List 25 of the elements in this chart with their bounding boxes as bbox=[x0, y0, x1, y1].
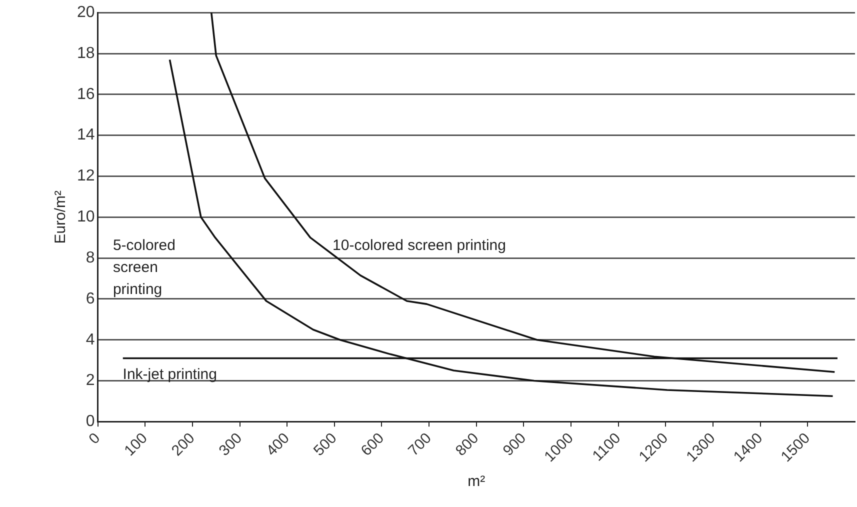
y-tick-label: 18 bbox=[77, 44, 95, 62]
x-tick-label: 600 bbox=[358, 430, 388, 460]
series-label: 10-colored screen printing bbox=[332, 236, 506, 254]
x-tick-label: 400 bbox=[263, 430, 293, 460]
x-tick-label: 800 bbox=[452, 430, 482, 460]
y-tick-label: 12 bbox=[77, 168, 95, 185]
y-tick-label: 16 bbox=[77, 86, 95, 103]
x-axis-title: m² bbox=[468, 473, 486, 490]
x-tick-label: 500 bbox=[310, 430, 340, 460]
y-tick-label: 2 bbox=[86, 372, 95, 390]
y-tick-label: 4 bbox=[86, 331, 95, 348]
series-label: Ink-jet printing bbox=[122, 366, 218, 383]
text: 5-colored screen printing bbox=[112, 236, 176, 298]
y-tick-label: 0 bbox=[86, 413, 95, 430]
y-tick-label: 20 bbox=[77, 4, 95, 22]
y-axis-title: Euro/m² bbox=[52, 190, 70, 244]
y-tick-label: 6 bbox=[86, 290, 95, 308]
y-tick-label: 10 bbox=[77, 208, 95, 226]
x-tick-label: 100 bbox=[121, 430, 151, 460]
y-tick-label: 14 bbox=[77, 126, 95, 144]
y-tick-label: 8 bbox=[86, 249, 95, 266]
x-tick-label: 700 bbox=[405, 430, 435, 460]
x-tick-label: 200 bbox=[168, 430, 198, 460]
x-tick-label: 300 bbox=[216, 430, 246, 460]
x-tick-label: 900 bbox=[500, 430, 530, 460]
